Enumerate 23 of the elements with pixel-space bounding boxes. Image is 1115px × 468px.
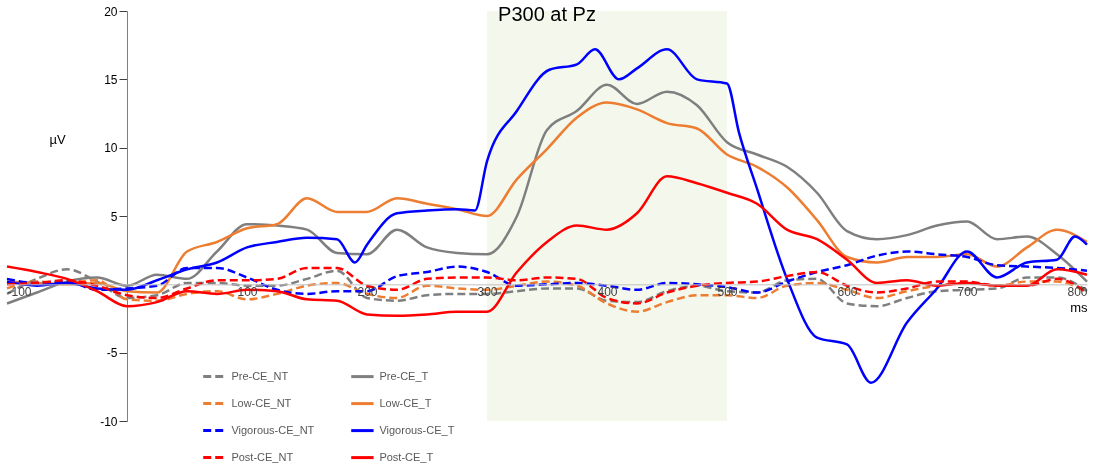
y-tick-label: 15 bbox=[104, 72, 118, 87]
x-tick-label: 400 bbox=[597, 284, 618, 299]
y-tick-label: 5 bbox=[110, 209, 118, 224]
chart-title: P300 at Pz bbox=[498, 3, 596, 25]
legend-label: Low-CE_NT bbox=[231, 396, 292, 409]
x-tick-label: 800 bbox=[1067, 284, 1088, 299]
y-axis-title: µV bbox=[49, 131, 66, 147]
x-tick-label: -100 bbox=[7, 284, 32, 299]
x-axis-title: ms bbox=[1070, 299, 1088, 315]
legend-label: Post-CE_T bbox=[379, 450, 434, 463]
y-tick-label: 20 bbox=[104, 4, 118, 19]
legend-label: Pre-CE_T bbox=[379, 369, 429, 382]
legend-label: Pre-CE_NT bbox=[231, 369, 289, 382]
legend-label: Low-CE_T bbox=[379, 396, 432, 409]
legend-label: Post-CE_NT bbox=[231, 450, 294, 463]
y-tick-label: -5 bbox=[106, 346, 118, 361]
line-series bbox=[5, 175, 1089, 318]
y-tick-label: -10 bbox=[100, 414, 118, 429]
legend-label: Vigorous-CE_T bbox=[379, 423, 455, 436]
legend-label: Vigorous-CE_NT bbox=[231, 423, 315, 436]
x-tick-label: 300 bbox=[477, 284, 498, 299]
y-tick-label: 10 bbox=[104, 141, 118, 156]
x-tick-label: 700 bbox=[957, 284, 978, 299]
